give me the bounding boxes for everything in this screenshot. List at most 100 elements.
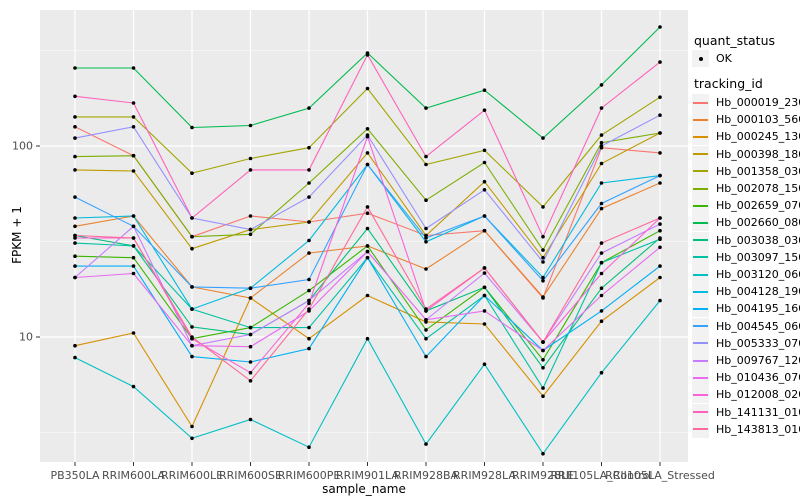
data-point [73, 168, 77, 172]
legend-row: Hb_002660_080 [692, 214, 800, 232]
data-point [190, 171, 194, 175]
data-point [73, 125, 77, 129]
x-tick-label: RRIM928LE [511, 469, 575, 482]
legend-swatch [692, 369, 709, 387]
data-point [599, 241, 604, 245]
data-point [541, 275, 545, 280]
x-tick-label: RRII105LA_Stressed [605, 469, 715, 482]
data-point [599, 161, 604, 166]
data-point [131, 169, 136, 173]
legend-label: Hb_003038_030 [716, 233, 800, 247]
data-point [73, 264, 77, 268]
data-point [482, 148, 487, 153]
legend-swatch [692, 145, 709, 163]
data-point [424, 307, 428, 311]
legend-swatch [692, 300, 709, 318]
data-point [541, 234, 545, 239]
legend-row: Hb_143813_010 [692, 420, 800, 438]
legend-row: Hb_003120_060 [692, 266, 800, 283]
data-point [307, 220, 311, 224]
data-point [424, 162, 428, 167]
legend-line-icon [693, 273, 708, 276]
legend-row: Hb_004545_060 [692, 317, 800, 335]
data-point [190, 436, 194, 441]
data-point [365, 211, 370, 215]
data-point [541, 394, 545, 399]
legend-line-icon [693, 239, 708, 242]
data-point [599, 133, 604, 137]
legend-label: Hb_143813_010 [716, 422, 800, 436]
legend-label: Hb_004195_160 [716, 302, 800, 316]
data-point [307, 298, 311, 303]
data-point [482, 293, 487, 298]
data-point [658, 245, 662, 250]
data-point [73, 115, 77, 119]
data-point [307, 325, 311, 330]
data-point [599, 140, 604, 145]
legend-title-quant-status: quant_status [694, 33, 775, 48]
legend-label: Hb_009767_120 [716, 354, 800, 367]
legend-swatch [692, 231, 709, 249]
data-point [131, 101, 136, 105]
data-point [424, 236, 428, 240]
data-point [599, 206, 604, 211]
data-point [599, 144, 604, 148]
data-point [73, 355, 77, 360]
data-point [599, 271, 604, 276]
data-point [307, 238, 311, 243]
data-point [131, 115, 136, 119]
legend-label: Hb_004128_190 [716, 285, 800, 299]
data-point [365, 134, 370, 139]
data-point [541, 348, 545, 353]
legend-label: Hb_000398_180 [716, 147, 800, 161]
data-point [73, 216, 77, 220]
data-point [482, 88, 487, 92]
y-axis-title: FPKM + 1 [10, 206, 24, 264]
data-point [248, 332, 253, 337]
data-point [599, 201, 604, 206]
data-point [131, 384, 136, 389]
legend-row: Hb_141131_010 [692, 403, 800, 421]
data-point [131, 66, 136, 70]
legend-label: Hb_004545_060 [716, 319, 800, 333]
legend-row: Hb_009767_120 [692, 352, 800, 369]
legend-line-icon [693, 101, 708, 104]
data-point [73, 236, 77, 240]
data-point [365, 255, 370, 260]
legend-label: Hb_000103_560 [716, 113, 800, 127]
legend-swatch [692, 266, 709, 283]
data-point [190, 307, 194, 311]
legend-row: Hb_004128_190 [692, 283, 800, 301]
legend-line-icon [693, 153, 708, 156]
x-tick-label: RRIM600SE [219, 469, 282, 482]
x-tick-label: PB350LA [50, 469, 100, 482]
legend-row: Hb_005333_070 [692, 334, 800, 352]
legend-row: Hb_000019_230 [692, 94, 800, 111]
data-point [248, 214, 253, 218]
legend-label: Hb_003097_150 [716, 250, 800, 264]
data-point [307, 346, 311, 351]
legend-label: Hb_000245_130 [716, 130, 800, 144]
legend-line-icon [693, 325, 708, 328]
data-point [365, 244, 370, 248]
data-point [131, 244, 136, 248]
data-point [73, 254, 77, 258]
data-point [73, 94, 77, 99]
data-point [541, 255, 545, 260]
data-point [424, 328, 428, 332]
legend-label: Hb_002659_070 [716, 199, 800, 213]
data-point [424, 336, 428, 341]
data-point [424, 318, 428, 322]
data-point [190, 216, 194, 220]
data-point [307, 301, 311, 306]
legend-key-ok [692, 50, 709, 67]
data-point [424, 442, 428, 446]
data-point [131, 224, 136, 229]
data-point [190, 325, 194, 329]
data-point [599, 319, 604, 324]
legend-row-quant-ok: OK [692, 50, 732, 67]
data-point [541, 205, 545, 209]
data-point [73, 241, 77, 245]
data-point [658, 216, 662, 220]
legend-line-icon [693, 393, 708, 396]
